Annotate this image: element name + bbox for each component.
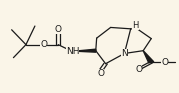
Text: O: O (135, 65, 142, 74)
Polygon shape (75, 49, 96, 52)
Text: O: O (97, 69, 104, 78)
Text: N: N (121, 49, 128, 58)
Text: NH: NH (66, 47, 79, 56)
Text: H: H (132, 21, 139, 30)
Text: O: O (40, 40, 47, 49)
Polygon shape (143, 51, 154, 63)
Text: O: O (55, 25, 62, 34)
Text: O: O (161, 58, 168, 67)
